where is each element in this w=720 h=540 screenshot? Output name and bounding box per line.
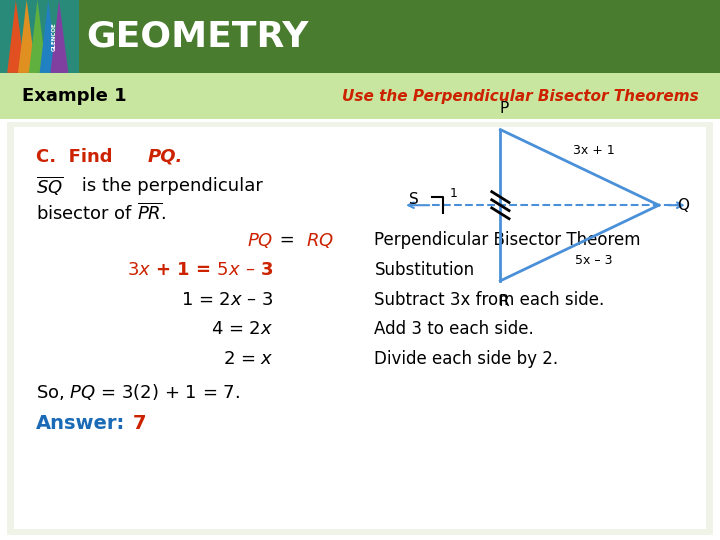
- Text: GLENCOE: GLENCOE: [52, 22, 56, 51]
- Text: bisector of $\overline{PR}$.: bisector of $\overline{PR}$.: [36, 202, 166, 224]
- Text: Subtract 3x from each side.: Subtract 3x from each side.: [374, 291, 605, 309]
- Text: Q: Q: [677, 198, 689, 213]
- Polygon shape: [50, 0, 68, 73]
- Text: $\mathit{RQ}$: $\mathit{RQ}$: [306, 231, 334, 250]
- Polygon shape: [18, 0, 36, 73]
- Text: Perpendicular Bisector Theorem: Perpendicular Bisector Theorem: [374, 231, 641, 249]
- Text: So, $\mathit{PQ}$ = 3(2) + 1 = 7.: So, $\mathit{PQ}$ = 3(2) + 1 = 7.: [36, 381, 240, 402]
- Text: Substitution: Substitution: [374, 261, 474, 279]
- FancyBboxPatch shape: [14, 127, 706, 529]
- Polygon shape: [29, 0, 47, 73]
- Polygon shape: [7, 0, 25, 73]
- Text: is the perpendicular: is the perpendicular: [76, 177, 263, 195]
- Text: 5x – 3: 5x – 3: [575, 254, 613, 267]
- Text: 3x + 1: 3x + 1: [573, 144, 615, 157]
- Text: Add 3 to each side.: Add 3 to each side.: [374, 320, 534, 339]
- Polygon shape: [40, 0, 58, 73]
- Text: C.  Find: C. Find: [36, 147, 119, 166]
- FancyBboxPatch shape: [0, 0, 720, 73]
- Text: Answer:: Answer:: [36, 414, 125, 434]
- FancyBboxPatch shape: [7, 122, 713, 535]
- Text: 2 = $\mathit{x}$: 2 = $\mathit{x}$: [222, 350, 274, 368]
- Text: Divide each side by 2.: Divide each side by 2.: [374, 350, 559, 368]
- Text: 1: 1: [450, 187, 458, 200]
- Text: R: R: [499, 294, 509, 309]
- Text: PQ.: PQ.: [148, 147, 183, 166]
- Text: Use the Perpendicular Bisector Theorems: Use the Perpendicular Bisector Theorems: [342, 89, 698, 104]
- Text: P: P: [500, 101, 508, 116]
- Text: 4 = $\mathit{2x}$: 4 = $\mathit{2x}$: [212, 320, 274, 339]
- Text: $\mathit{PQ}$: $\mathit{PQ}$: [247, 231, 274, 250]
- Text: =: =: [274, 231, 300, 249]
- FancyBboxPatch shape: [0, 73, 720, 119]
- Text: 7: 7: [133, 414, 147, 434]
- Text: $\overline{SQ}$: $\overline{SQ}$: [36, 175, 63, 198]
- Text: 1 = $\mathit{2x}$ – 3: 1 = $\mathit{2x}$ – 3: [181, 291, 274, 309]
- Text: S: S: [409, 192, 419, 207]
- FancyBboxPatch shape: [0, 0, 79, 73]
- Text: Example 1: Example 1: [22, 87, 126, 105]
- Text: GEOMETRY: GEOMETRY: [86, 20, 309, 53]
- Text: $\mathit{3x}$ + 1 = $\mathit{5x}$ – 3: $\mathit{3x}$ + 1 = $\mathit{5x}$ – 3: [127, 261, 274, 279]
- FancyBboxPatch shape: [0, 119, 720, 540]
